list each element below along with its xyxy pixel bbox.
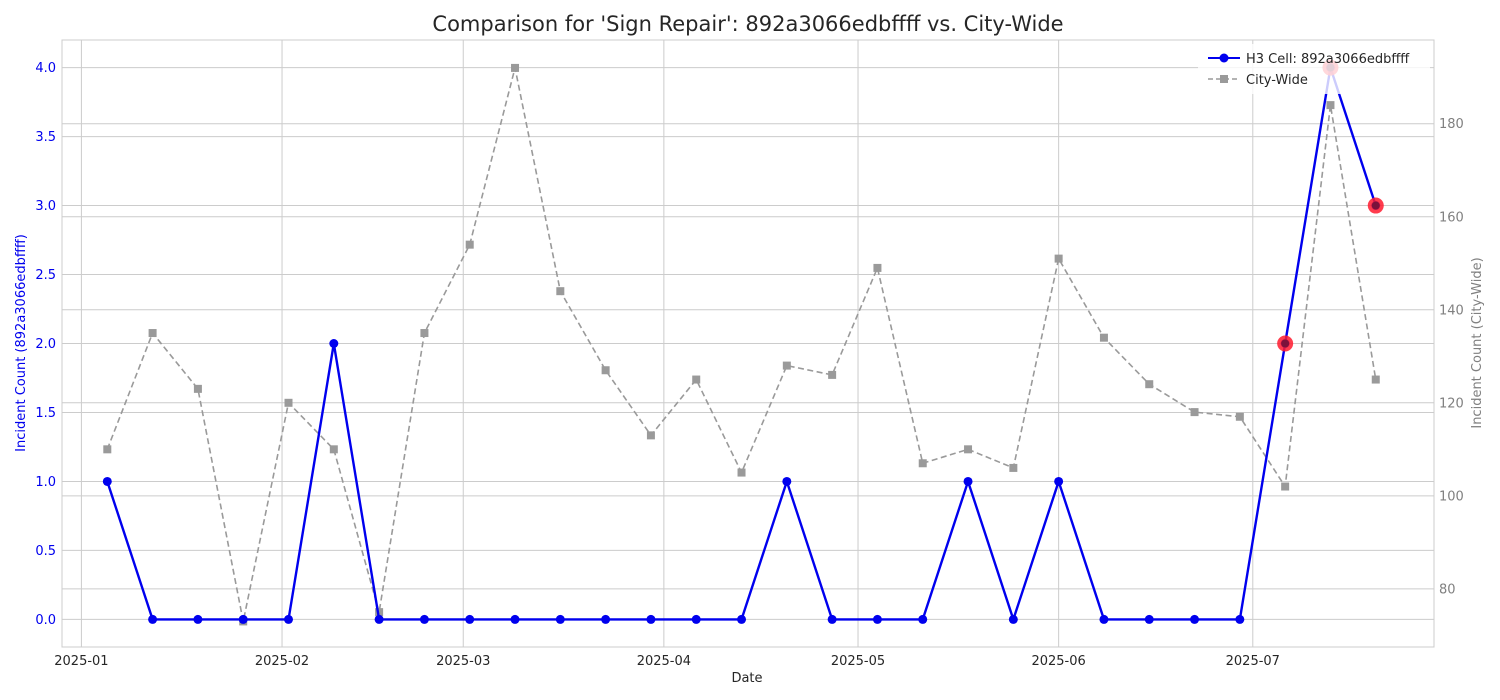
h3-cell-point <box>918 614 928 624</box>
right-tick-label: 160 <box>1439 210 1464 225</box>
h3-cell-point <box>691 614 701 624</box>
city-wide-point <box>1371 375 1380 384</box>
left-tick-label: 4.0 <box>35 61 56 76</box>
h3-cell-point <box>872 614 882 624</box>
right-tick-label: 80 <box>1439 582 1456 597</box>
right-axis-label: Incident Count (City-Wide) <box>1470 257 1485 428</box>
left-tick-label: 0.0 <box>35 613 56 628</box>
city-wide-point <box>646 431 655 440</box>
right-axis-ticks: 80 100 120 140 160 180 <box>1439 117 1464 597</box>
city-wide-point <box>465 240 474 249</box>
right-tick-label: 120 <box>1439 396 1464 411</box>
h3-cell-point <box>1008 614 1018 624</box>
left-tick-label: 1.5 <box>35 406 56 421</box>
h3-cell-point <box>193 614 203 624</box>
city-wide-point <box>918 459 927 468</box>
left-axis-label: Incident Count (892a3066edbffff) <box>14 234 29 452</box>
right-tick-label: 180 <box>1439 117 1464 132</box>
city-wide-point <box>1145 380 1154 389</box>
h3-cell-point <box>510 614 520 624</box>
x-axis-label: Date <box>731 671 762 686</box>
h3-cell-point <box>601 614 611 624</box>
city-wide-point <box>692 375 701 384</box>
h3-cell-point <box>1235 614 1245 624</box>
h3-cell-point <box>148 614 158 624</box>
city-wide-point <box>1326 101 1335 110</box>
city-wide-point <box>1099 333 1108 342</box>
left-axis-ticks: 0.0 0.5 1.0 1.5 2.0 2.5 3.0 3.5 4.0 <box>35 61 56 628</box>
h3-cell-point <box>963 476 973 486</box>
city-wide-point <box>284 398 293 407</box>
right-tick-label: 100 <box>1439 489 1464 504</box>
city-wide-series <box>103 63 1380 626</box>
city-wide-point <box>148 329 157 338</box>
city-wide-point <box>556 287 565 296</box>
city-wide-point <box>511 63 520 72</box>
h3-cell-point <box>646 614 656 624</box>
h3-cell-point <box>1099 614 1109 624</box>
left-tick-label: 1.0 <box>35 475 56 490</box>
city-wide-line <box>106 67 1377 622</box>
city-wide-point <box>1054 254 1063 263</box>
city-wide-point <box>420 329 429 338</box>
x-tick-label: 2025-02 <box>255 654 309 669</box>
h3-cell-point <box>782 476 792 486</box>
legend-city-label: City-Wide <box>1246 73 1308 88</box>
legend-city-marker <box>1220 75 1228 83</box>
x-tick-label: 2025-04 <box>637 654 691 669</box>
city-wide-point <box>193 384 202 393</box>
h3-cell-point <box>329 339 339 348</box>
left-tick-label: 3.0 <box>35 199 56 214</box>
highlight-core <box>1371 201 1380 210</box>
legend-box <box>1198 44 1430 94</box>
city-wide-point <box>964 445 973 454</box>
h3-cell-point <box>465 614 475 624</box>
city-wide-point <box>828 370 837 379</box>
left-tick-label: 3.5 <box>35 130 56 145</box>
chart-title: Comparison for 'Sign Repair': 892a3066ed… <box>432 12 1063 36</box>
x-tick-label: 2025-03 <box>436 654 490 669</box>
x-tick-label: 2025-05 <box>831 654 885 669</box>
legend-cell-label: H3 Cell: 892a3066edbffff <box>1246 52 1410 67</box>
legend-cell-marker <box>1219 53 1229 63</box>
h3-cell-point <box>737 614 747 624</box>
grid <box>62 40 1434 647</box>
highlight-core <box>1281 339 1290 348</box>
h3-cell-point <box>1144 614 1154 624</box>
city-wide-point <box>1281 482 1290 491</box>
city-wide-point <box>782 361 791 370</box>
h3-cell-point <box>374 614 384 624</box>
city-wide-point <box>1235 412 1244 421</box>
x-tick-label: 2025-07 <box>1226 654 1280 669</box>
h3-cell-point <box>555 614 565 624</box>
h3-cell-point <box>419 614 429 624</box>
city-wide-point <box>601 366 610 375</box>
right-tick-label: 140 <box>1439 303 1464 318</box>
x-tick-label: 2025-01 <box>54 654 108 669</box>
h3-cell-series <box>102 63 1381 624</box>
plot-frame <box>61 39 1435 648</box>
city-wide-point <box>1190 408 1199 417</box>
h3-cell-point <box>1054 476 1064 486</box>
left-tick-label: 0.5 <box>35 544 56 559</box>
left-tick-label: 2.5 <box>35 268 56 283</box>
left-tick-label: 2.0 <box>35 337 56 352</box>
h3-cell-point <box>827 614 837 624</box>
city-wide-point <box>329 445 338 454</box>
x-tick-label: 2025-06 <box>1031 654 1085 669</box>
city-wide-point <box>103 445 112 454</box>
h3-cell-point <box>1190 614 1200 624</box>
h3-cell-point <box>284 614 294 624</box>
city-wide-point <box>737 468 746 477</box>
h3-cell-point <box>238 614 248 624</box>
x-axis-ticks: 2025-01 2025-02 2025-03 2025-04 2025-05 2025-… <box>54 654 1280 669</box>
city-wide-point <box>1009 463 1018 472</box>
h3-cell-point <box>102 476 112 486</box>
legend: H3 Cell: 892a3066edbffff City-Wide <box>1198 44 1430 94</box>
city-wide-point <box>873 263 882 272</box>
